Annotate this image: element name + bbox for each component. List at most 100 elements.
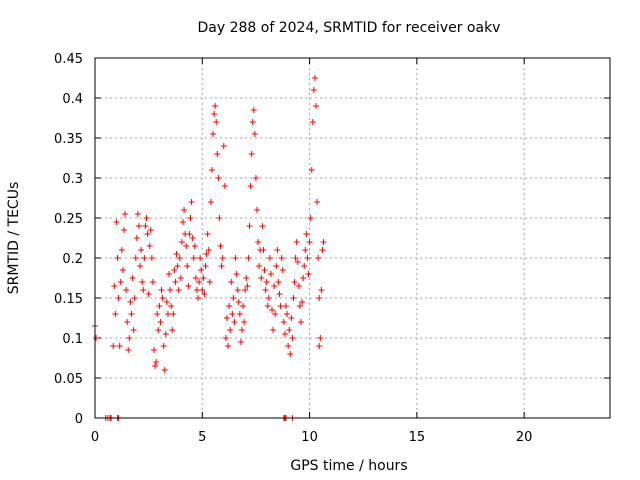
data-point — [122, 211, 129, 217]
data-point — [199, 287, 206, 293]
data-point — [147, 227, 154, 233]
data-point — [141, 255, 148, 261]
data-point — [249, 119, 256, 125]
y-tick-labels: 0 0.05 0.1 0.15 0.2 0.25 0.3 0.35 0.4 0.45 — [54, 52, 83, 427]
data-point — [160, 343, 167, 349]
x-tick-labels: 0 5 10 15 20 — [91, 430, 533, 445]
data-point — [310, 87, 317, 93]
data-point — [186, 231, 193, 237]
data-point — [173, 251, 180, 257]
data-point — [250, 107, 257, 113]
data-point — [240, 303, 247, 309]
data-point — [309, 119, 316, 125]
data-point — [317, 335, 324, 341]
data-point — [137, 263, 144, 269]
data-point — [276, 291, 283, 297]
data-point — [284, 311, 291, 317]
data-point — [206, 279, 213, 285]
plot-frame — [94, 57, 611, 419]
data-point — [154, 311, 161, 317]
data-point — [143, 215, 150, 221]
data-point — [211, 111, 218, 117]
data-point — [156, 303, 163, 309]
data-point — [111, 283, 118, 289]
data-point — [139, 279, 146, 285]
data-point — [187, 215, 194, 221]
data-point — [275, 279, 282, 285]
data-point — [196, 279, 203, 285]
data-point — [234, 287, 241, 293]
data-point — [254, 207, 261, 213]
data-point — [201, 291, 208, 297]
data-point — [266, 255, 273, 261]
data-point — [243, 275, 250, 281]
data-point — [230, 295, 237, 301]
data-point — [129, 275, 136, 281]
data-point — [193, 287, 200, 293]
data-point — [205, 247, 212, 253]
data-point — [125, 347, 132, 353]
data-point — [303, 231, 310, 237]
data-point — [134, 211, 141, 217]
data-point — [188, 199, 195, 205]
data-point — [219, 255, 226, 261]
data-point — [236, 311, 243, 317]
y-tick-label: 0.25 — [54, 212, 83, 227]
data-point — [210, 131, 217, 137]
data-point — [195, 295, 201, 301]
data-point — [245, 255, 252, 261]
data-point — [93, 335, 100, 341]
data-point — [315, 255, 322, 261]
data-point — [179, 219, 186, 225]
data-point — [302, 247, 309, 253]
data-point — [320, 239, 327, 245]
data-point — [161, 367, 168, 373]
x-axis-label: GPS time / hours — [290, 458, 407, 474]
data-point — [235, 299, 242, 305]
data-point — [124, 319, 131, 325]
data-point — [159, 295, 166, 301]
data-point — [197, 255, 204, 261]
data-point — [216, 215, 223, 221]
data-point — [213, 119, 220, 125]
data-point — [306, 239, 313, 245]
data-point — [222, 335, 229, 341]
data-point — [292, 255, 299, 261]
data-point — [311, 75, 318, 81]
data-point — [190, 255, 197, 261]
y-tick-label: 0 — [75, 412, 83, 427]
data-point — [287, 351, 294, 357]
data-point — [128, 311, 135, 317]
data-point — [152, 363, 159, 369]
data-point — [277, 303, 284, 309]
y-tick-label: 0.15 — [54, 292, 83, 307]
data-point — [185, 283, 192, 289]
data-point — [294, 259, 301, 265]
data-point — [282, 303, 289, 309]
data-point — [300, 275, 307, 281]
data-point — [130, 327, 137, 333]
data-point — [207, 199, 214, 205]
data-point — [307, 215, 314, 221]
data-point — [316, 343, 323, 349]
y-tick-label: 0.45 — [54, 52, 83, 67]
data-point — [184, 263, 191, 269]
data-point — [269, 307, 276, 313]
data-point — [241, 319, 248, 325]
data-point — [296, 303, 303, 309]
data-point — [119, 267, 126, 273]
data-point — [120, 227, 127, 233]
data-point — [273, 263, 280, 269]
data-point — [178, 239, 185, 245]
data-point — [204, 231, 211, 237]
y-tick-label: 0.4 — [62, 92, 83, 107]
data-point — [285, 343, 292, 349]
data-point — [264, 303, 271, 309]
data-point — [265, 295, 272, 301]
data-point — [226, 303, 233, 309]
data-point — [135, 223, 142, 229]
data-point — [132, 255, 139, 261]
data-point — [191, 243, 198, 249]
data-point — [174, 263, 181, 269]
data-point — [223, 315, 230, 321]
